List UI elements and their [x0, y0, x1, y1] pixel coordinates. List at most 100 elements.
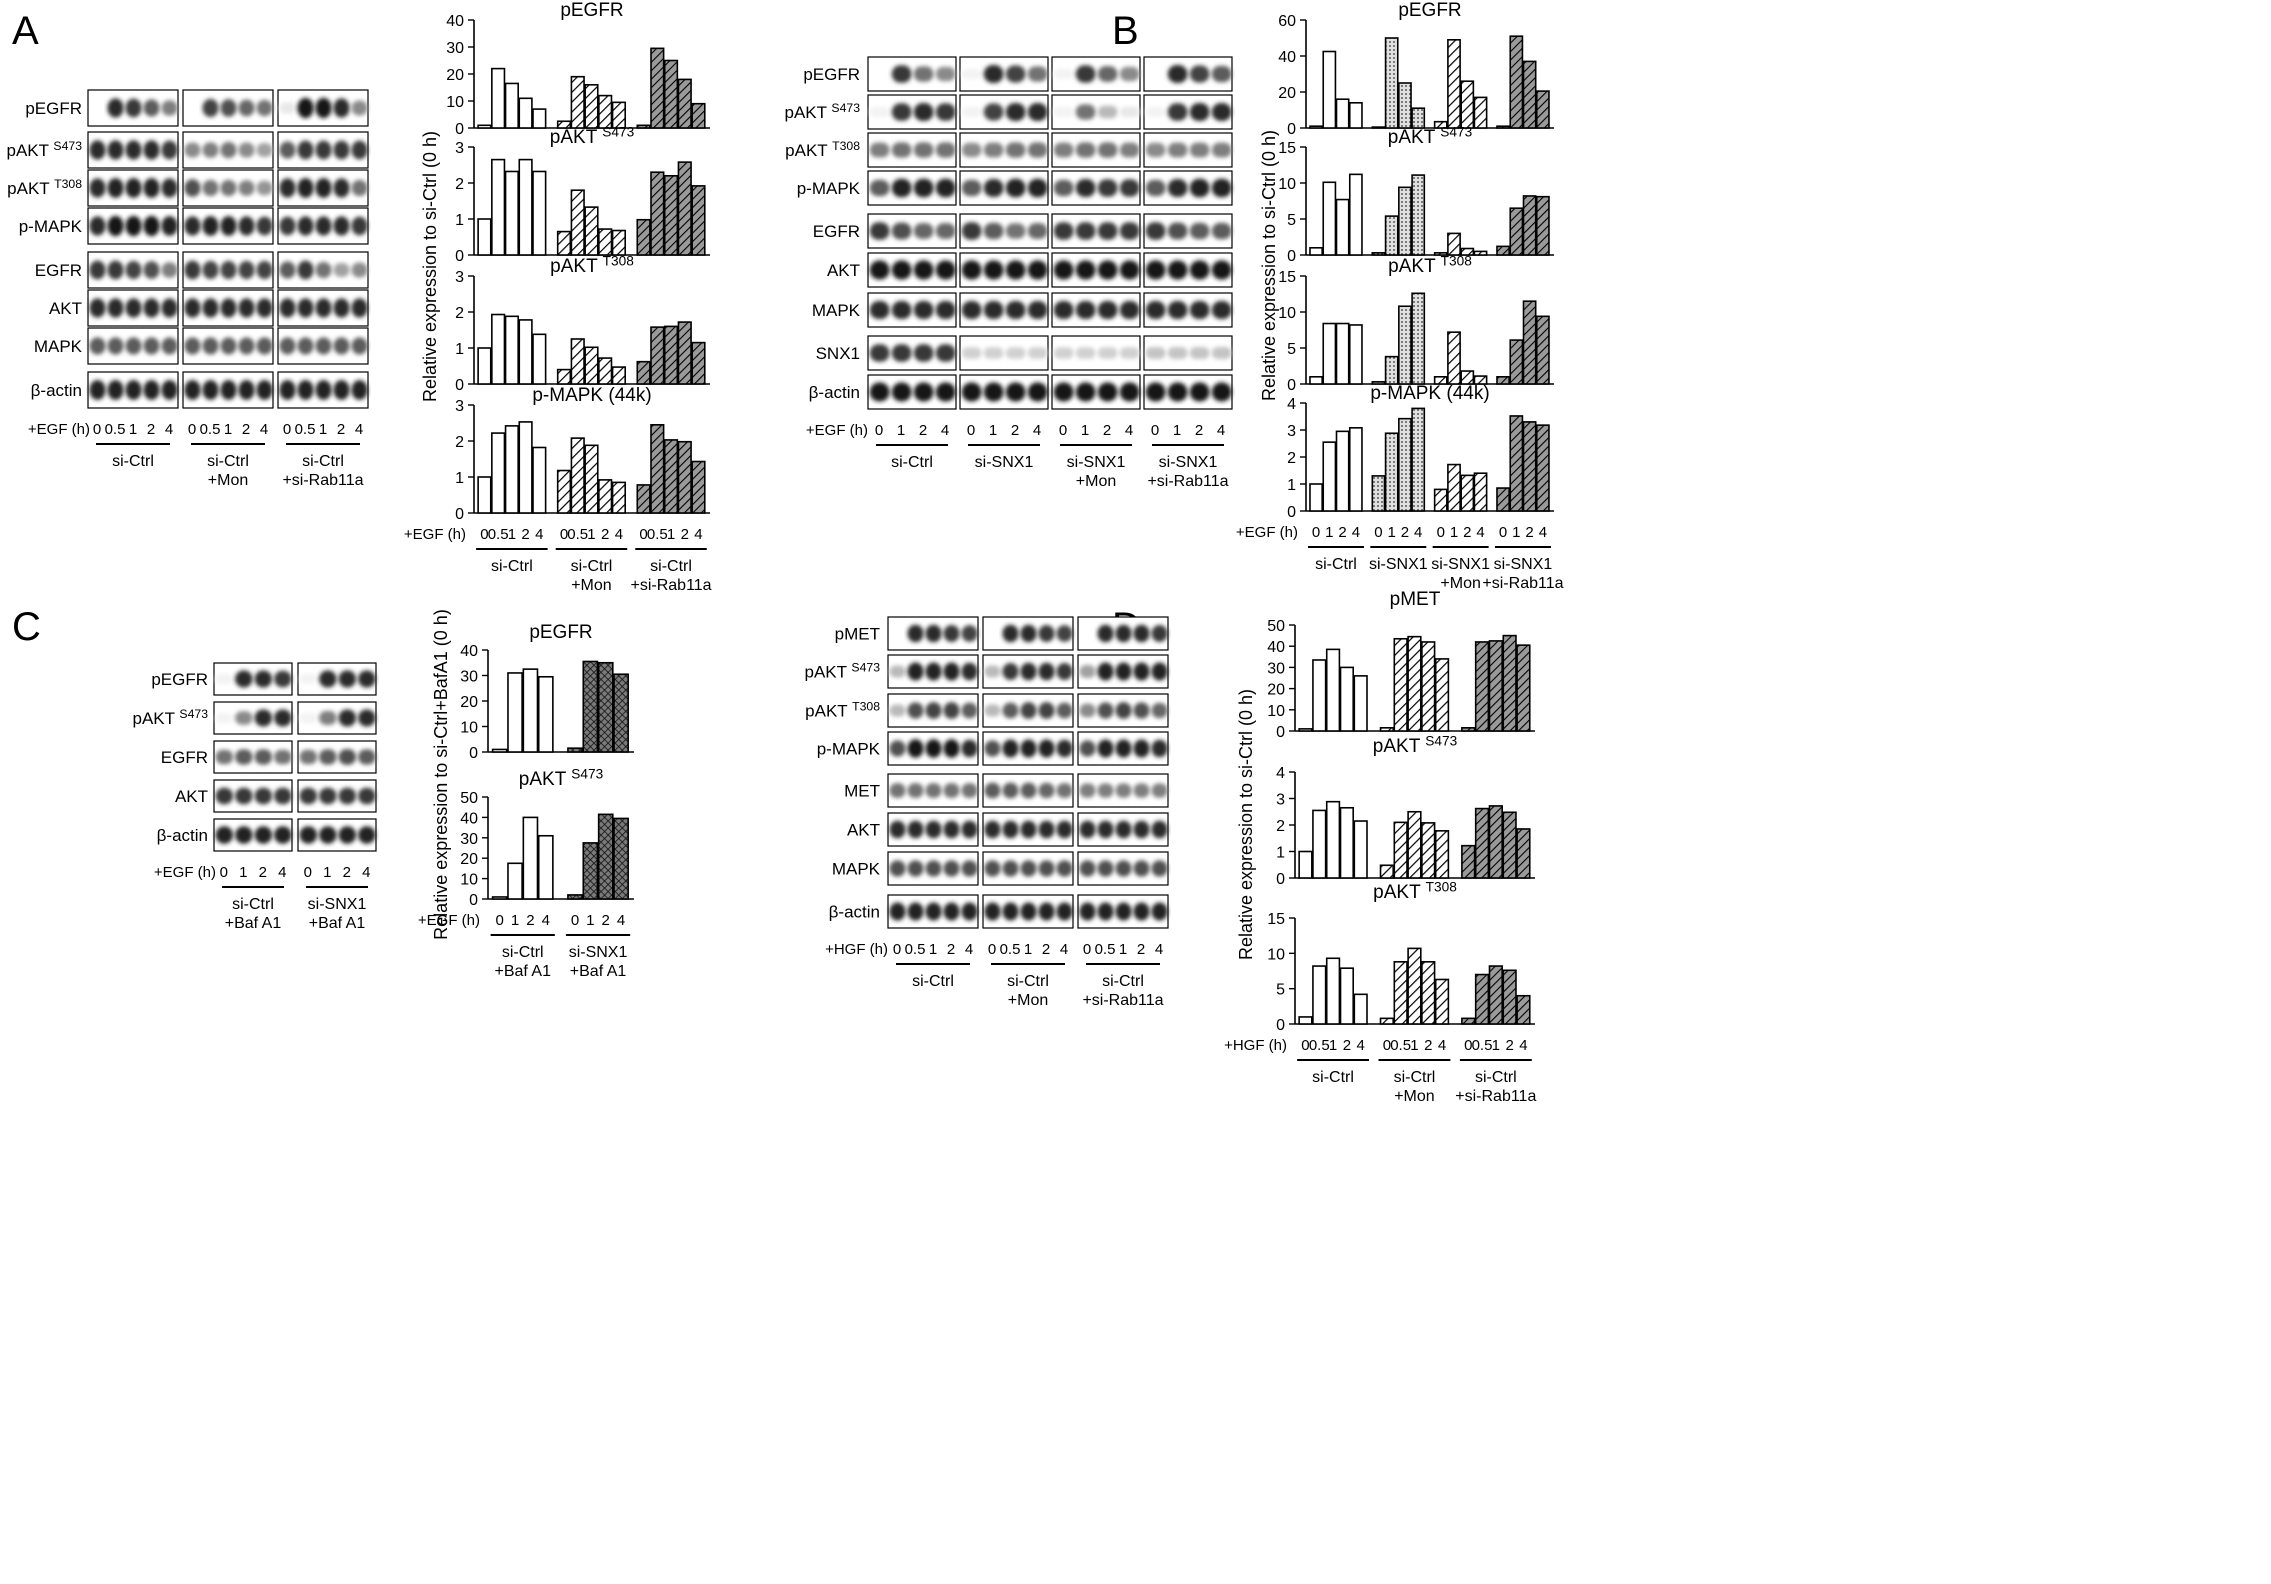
- blot-band: [161, 380, 178, 400]
- bar: [1348, 102, 1363, 129]
- blot-band: [202, 380, 219, 400]
- blot-band: [1133, 624, 1150, 643]
- blot-band: [925, 820, 942, 839]
- blot-band: [943, 820, 960, 839]
- blot-band: [1167, 260, 1188, 280]
- blot-row-label: MAPK: [832, 860, 881, 879]
- blot-band: [333, 98, 350, 118]
- timepoint-label: 4: [1356, 1037, 1364, 1054]
- y-tick-label: 50: [460, 790, 478, 807]
- group-label: +Baf A1: [570, 963, 627, 980]
- y-tick-label: 3: [455, 140, 464, 157]
- blot-band: [184, 142, 201, 158]
- bar: [570, 338, 585, 385]
- blot-band: [907, 860, 924, 877]
- timepoint-label: 2: [1137, 941, 1145, 958]
- group-label: +Mon: [571, 577, 611, 594]
- bar: [1411, 407, 1426, 512]
- timepoint-label: 1: [129, 421, 137, 438]
- blot-band: [1189, 65, 1210, 83]
- bar: [570, 75, 585, 129]
- blot-band: [333, 337, 350, 355]
- group-label: +Mon: [1394, 1088, 1434, 1105]
- bar: [1447, 331, 1461, 385]
- timepoint-label: 0.5: [905, 941, 926, 958]
- blot-row-label: pAKT S473: [804, 661, 880, 682]
- blot-band: [215, 713, 234, 723]
- group-label: +Mon: [208, 472, 248, 489]
- group-label: +si-Rab11a: [1455, 1088, 1536, 1105]
- blot-band: [1075, 222, 1096, 240]
- bar: [1335, 198, 1350, 256]
- bar: [1522, 195, 1537, 256]
- bar: [504, 315, 519, 385]
- bar: [522, 668, 539, 753]
- bar: [1322, 181, 1337, 256]
- bar: [1460, 247, 1475, 256]
- blot-band: [358, 826, 376, 844]
- bar: [1502, 811, 1517, 879]
- bar: [598, 228, 613, 256]
- blot-band: [1002, 739, 1019, 758]
- blot-band: [89, 178, 106, 198]
- blot-band: [235, 749, 253, 765]
- blot-band: [143, 337, 160, 355]
- y-tick-label: 0: [469, 892, 478, 909]
- blot-band: [161, 337, 178, 355]
- blot-row-label: AKT: [847, 821, 880, 840]
- blot-band: [161, 140, 178, 160]
- blot-row-label: pEGFR: [151, 670, 208, 689]
- blot-band: [1002, 624, 1019, 643]
- timepoint-label: 2: [1195, 422, 1203, 439]
- bar: [507, 672, 523, 753]
- y-axis-title: Relative expression to si-Ctrl (0 h): [420, 131, 440, 402]
- blot-band: [235, 670, 253, 688]
- blot-band: [935, 344, 956, 362]
- blot-band: [256, 99, 273, 117]
- bar: [1339, 666, 1355, 732]
- timepoint-label: 1: [508, 526, 516, 543]
- blot-band: [297, 216, 314, 236]
- timepoint-label: 4: [1217, 422, 1225, 439]
- blot-band: [889, 740, 906, 757]
- blot-band: [907, 662, 924, 681]
- blot-band: [143, 99, 160, 117]
- blot-band: [984, 782, 1001, 799]
- timepoint-label: 2: [1463, 524, 1471, 541]
- blot-band: [1119, 179, 1140, 197]
- bar: [1298, 850, 1313, 879]
- blot-band: [984, 902, 1001, 921]
- bar: [1335, 322, 1350, 385]
- timepoint-label: 0: [1083, 941, 1091, 958]
- group-label: +Mon: [1076, 473, 1116, 490]
- bar: [1522, 60, 1537, 129]
- bar: [677, 78, 692, 129]
- blot-band: [1211, 382, 1232, 402]
- blot-band: [333, 380, 350, 400]
- blot-band: [1211, 222, 1232, 240]
- blot-band: [315, 337, 332, 355]
- blot-band: [202, 216, 219, 236]
- blot-band: [299, 713, 318, 723]
- blot-band: [1079, 783, 1096, 798]
- bar: [1379, 864, 1395, 879]
- timepoint-label: 0.5: [1000, 941, 1021, 958]
- blot-band: [1027, 300, 1048, 320]
- y-tick-label: 0: [455, 506, 464, 523]
- blot-band: [279, 261, 296, 279]
- timepoint-label: 2: [1103, 422, 1111, 439]
- blot-band: [235, 826, 253, 844]
- bar: [477, 476, 492, 514]
- chart-title: pEGFR: [1398, 0, 1461, 21]
- chart-title: pAKT S473: [550, 124, 634, 148]
- blot-band: [1167, 178, 1188, 198]
- y-tick-label: 0: [455, 121, 464, 138]
- y-tick-label: 1: [455, 341, 464, 358]
- bar: [1371, 252, 1386, 256]
- blot-band: [315, 140, 332, 160]
- blot-band: [984, 665, 1001, 678]
- blot-band: [1097, 222, 1118, 240]
- y-tick-label: 15: [1278, 269, 1296, 286]
- group-label: +si-Rab11a: [630, 577, 711, 594]
- blot-band: [1189, 347, 1210, 359]
